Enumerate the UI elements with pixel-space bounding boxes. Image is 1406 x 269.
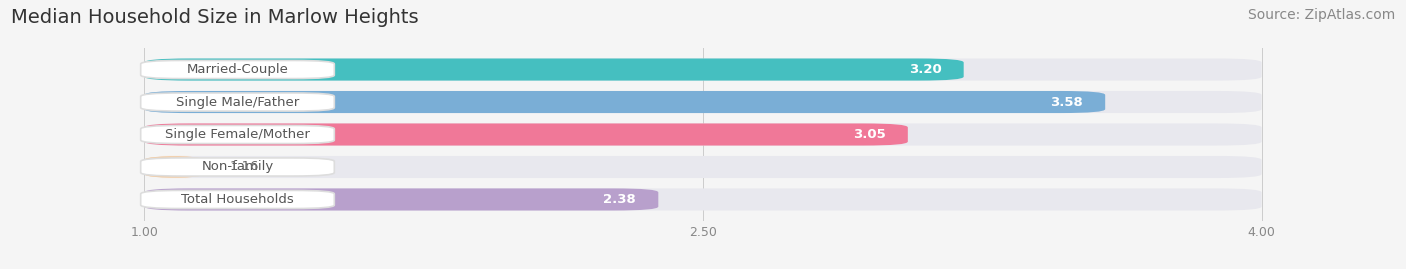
FancyBboxPatch shape <box>141 93 335 111</box>
Text: 2.38: 2.38 <box>603 193 636 206</box>
Text: 3.05: 3.05 <box>852 128 886 141</box>
FancyBboxPatch shape <box>141 125 335 144</box>
Text: Single Female/Mother: Single Female/Mother <box>165 128 309 141</box>
FancyBboxPatch shape <box>141 158 335 176</box>
Text: Married-Couple: Married-Couple <box>187 63 288 76</box>
Text: Non-family: Non-family <box>201 161 274 174</box>
FancyBboxPatch shape <box>145 156 204 178</box>
FancyBboxPatch shape <box>145 91 1105 113</box>
Text: Median Household Size in Marlow Heights: Median Household Size in Marlow Heights <box>11 8 419 27</box>
FancyBboxPatch shape <box>145 156 1261 178</box>
Text: Source: ZipAtlas.com: Source: ZipAtlas.com <box>1247 8 1395 22</box>
Text: 1.16: 1.16 <box>231 161 260 174</box>
FancyBboxPatch shape <box>145 91 1261 113</box>
Text: 3.20: 3.20 <box>908 63 942 76</box>
Text: Total Households: Total Households <box>181 193 294 206</box>
FancyBboxPatch shape <box>145 58 1261 81</box>
FancyBboxPatch shape <box>141 190 335 208</box>
FancyBboxPatch shape <box>141 61 335 79</box>
FancyBboxPatch shape <box>145 123 908 146</box>
Text: Single Male/Father: Single Male/Father <box>176 95 299 108</box>
FancyBboxPatch shape <box>145 123 1261 146</box>
Text: 3.58: 3.58 <box>1050 95 1083 108</box>
FancyBboxPatch shape <box>145 58 963 81</box>
FancyBboxPatch shape <box>145 188 1261 211</box>
FancyBboxPatch shape <box>145 188 658 211</box>
